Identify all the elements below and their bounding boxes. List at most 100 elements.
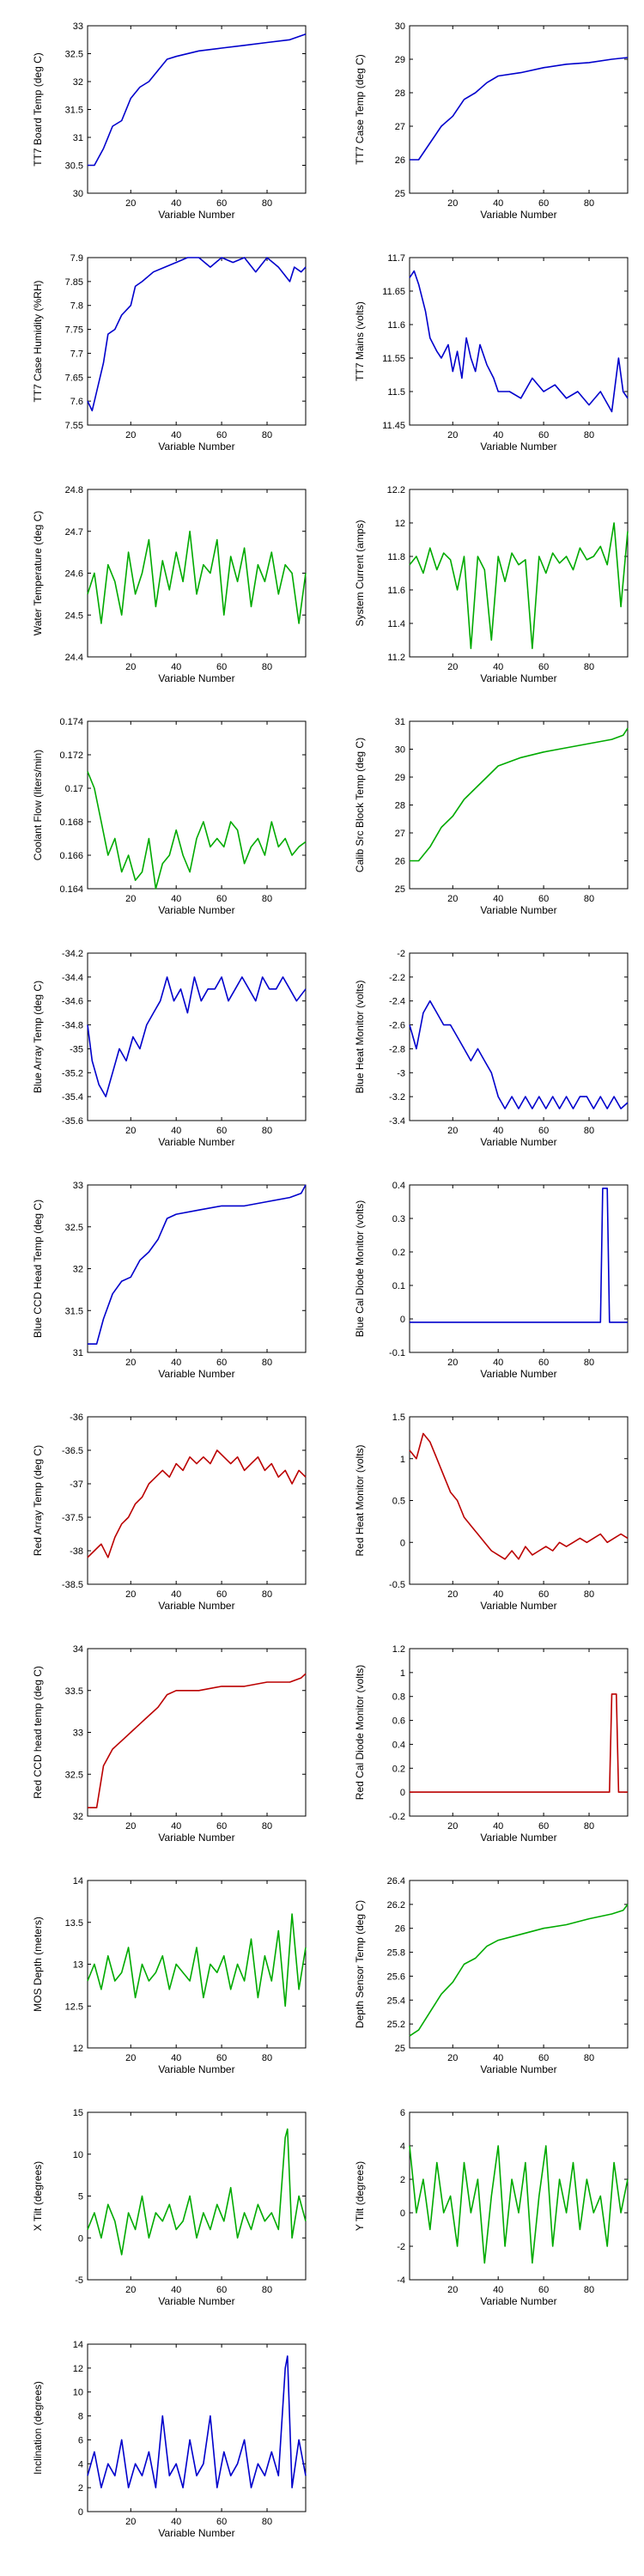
chart-svg: 32 32.5 33 33.5 34 20 40 60 80 Variable Number Red… <box>32 1644 307 1844</box>
x-tick-label: 80 <box>584 662 594 672</box>
y-tick-label: 13.5 <box>65 1918 83 1929</box>
x-axis-label: Variable Number <box>158 2295 234 2307</box>
y-tick-label: 1.5 <box>392 1413 405 1423</box>
plot-frame <box>87 1184 307 1353</box>
x-tick-label: 40 <box>493 662 503 672</box>
chart-svg: -0.1 0 0.1 0.2 0.3 0.4 20 40 60 80 Variable Number… <box>354 1181 629 1380</box>
y-tick-label: 11.6 <box>387 586 405 596</box>
y-tick-label: -2 <box>397 949 405 959</box>
y-tick-label: 0.164 <box>59 884 83 895</box>
x-tick-label: 80 <box>584 430 594 440</box>
plot-frame <box>87 720 307 890</box>
chart-panel: 31 31.5 32 32.5 33 20 40 60 80 Variable Number Blu… <box>0 1159 322 1391</box>
y-tick-label: 1.2 <box>392 1644 405 1655</box>
x-tick-label: 20 <box>447 1589 458 1600</box>
x-tick-label: 60 <box>216 2053 227 2063</box>
x-tick-label: 80 <box>584 1126 594 1136</box>
y-tick-label: -3.4 <box>389 1116 405 1127</box>
chart-panel: 7.55 7.6 7.65 7.7 7.75 7.8 7.85 7.9 20 40 60 80 Vari… <box>0 232 322 464</box>
x-tick-label: 40 <box>171 198 181 209</box>
x-axis-label: Variable Number <box>480 2295 556 2307</box>
series-line <box>409 1432 629 1560</box>
x-tick-label: 40 <box>493 1589 503 1600</box>
chart-svg: 0 2 4 6 8 10 12 14 20 40 60 80 Variable Number Inclin… <box>32 2340 307 2539</box>
x-tick-label: 40 <box>171 1589 181 1600</box>
y-tick-label: -5 <box>75 2275 83 2286</box>
y-tick-label: 24.6 <box>65 569 83 580</box>
y-tick-label: -4 <box>397 2275 405 2286</box>
x-tick-label: 40 <box>171 2285 181 2295</box>
y-tick-label: 0 <box>400 1788 405 1798</box>
y-tick-label: 0 <box>78 2507 83 2518</box>
y-tick-label: 25.4 <box>387 1996 405 2006</box>
x-tick-label: 60 <box>216 1126 227 1136</box>
y-tick-label: 25.8 <box>387 1948 405 1959</box>
chart-panel: 25 26 27 28 29 30 20 40 60 80 Variable Number TT7 C… <box>322 0 644 232</box>
x-tick-label: 60 <box>216 430 227 440</box>
y-tick-label: 6 <box>78 2435 83 2445</box>
y-tick-label: 11.7 <box>387 253 405 264</box>
y-tick-label: 11.5 <box>387 387 405 398</box>
y-tick-label: 0.174 <box>59 717 83 727</box>
x-tick-label: 40 <box>493 1358 503 1368</box>
y-tick-label: 25 <box>395 884 405 895</box>
y-tick-label: 12 <box>73 2364 83 2374</box>
x-tick-label: 80 <box>262 2053 272 2063</box>
chart-svg: -35.6 -35.4 -35.2 -35 -34.8 -34.6 -34.4 -34.2 20… <box>32 949 307 1148</box>
y-tick-label: 25.6 <box>387 1971 405 1982</box>
y-tick-label: 7.7 <box>70 349 83 359</box>
x-tick-label: 60 <box>216 1821 227 1832</box>
y-tick-label: 33 <box>73 21 83 32</box>
x-tick-label: 40 <box>171 1358 181 1368</box>
y-tick-label: -34.8 <box>62 1021 83 1031</box>
plot-frame <box>87 25 307 194</box>
x-axis-label: Variable Number <box>480 1136 556 1148</box>
series-line <box>87 976 307 1097</box>
series-line <box>410 57 629 161</box>
y-tick-label: 26 <box>395 857 405 867</box>
x-axis-label: Variable Number <box>480 209 556 221</box>
plot-frame <box>87 2343 307 2512</box>
y-tick-label: -34.4 <box>62 973 83 983</box>
x-tick-label: 20 <box>125 2517 136 2527</box>
y-tick-label: 0 <box>400 1315 405 1325</box>
y-axis-label: Coolant Flow (liters/min) <box>32 750 44 860</box>
x-tick-label: 20 <box>447 198 458 209</box>
y-axis-label: X Tilt (degrees) <box>32 2161 44 2231</box>
chart-panel: -4 -2 0 2 4 6 20 40 60 80 Variable Number Y Tilt (d… <box>322 2087 644 2318</box>
x-axis-label: Variable Number <box>158 1832 234 1844</box>
x-tick-label: 80 <box>262 1589 272 1600</box>
y-tick-label: 26.2 <box>387 1900 405 1911</box>
x-tick-label: 20 <box>447 1358 458 1368</box>
y-tick-label: 32 <box>73 1265 83 1275</box>
chart-svg: -4 -2 0 2 4 6 20 40 60 80 Variable Number Y Tilt (d… <box>354 2108 629 2307</box>
y-tick-label: 0 <box>400 2208 405 2219</box>
y-tick-label: 27 <box>395 122 405 132</box>
y-axis-label: TT7 Board Temp (deg C) <box>32 52 44 167</box>
y-tick-label: 11.65 <box>382 287 405 297</box>
y-axis-label: TT7 Case Temp (deg C) <box>354 54 366 165</box>
y-tick-label: 8 <box>78 2412 83 2422</box>
y-tick-label: 1 <box>400 1668 405 1679</box>
plot-frame <box>409 1184 629 1353</box>
y-tick-label: 33 <box>73 1181 83 1191</box>
x-tick-label: 80 <box>262 2285 272 2295</box>
x-tick-label: 80 <box>584 894 594 904</box>
chart-svg: 11.45 11.5 11.55 11.6 11.65 11.7 20 40 60 80 Varia… <box>354 253 629 453</box>
series-line <box>409 270 629 413</box>
y-axis-label: TT7 Case Humidity (%RH) <box>32 280 44 402</box>
x-tick-label: 40 <box>493 2053 503 2063</box>
plot-frame <box>87 1880 307 2049</box>
y-tick-label: 0.172 <box>59 750 83 761</box>
x-tick-label: 40 <box>493 1126 503 1136</box>
y-tick-label: 1 <box>400 1455 405 1465</box>
y-tick-label: 14 <box>73 1876 83 1886</box>
x-tick-label: 60 <box>216 1358 227 1368</box>
y-tick-label: 10 <box>73 2388 83 2398</box>
x-tick-label: 60 <box>538 2053 549 2063</box>
y-tick-label: 30 <box>73 189 83 199</box>
chart-panel: 11.2 11.4 11.6 11.8 12 12.2 20 40 60 80 Variable N… <box>322 464 644 696</box>
chart-panel: 25 25.2 25.4 25.6 25.8 26 26.2 26.4 20 40 60 80 Vari… <box>322 1855 644 2087</box>
plot-frame <box>409 2111 629 2281</box>
